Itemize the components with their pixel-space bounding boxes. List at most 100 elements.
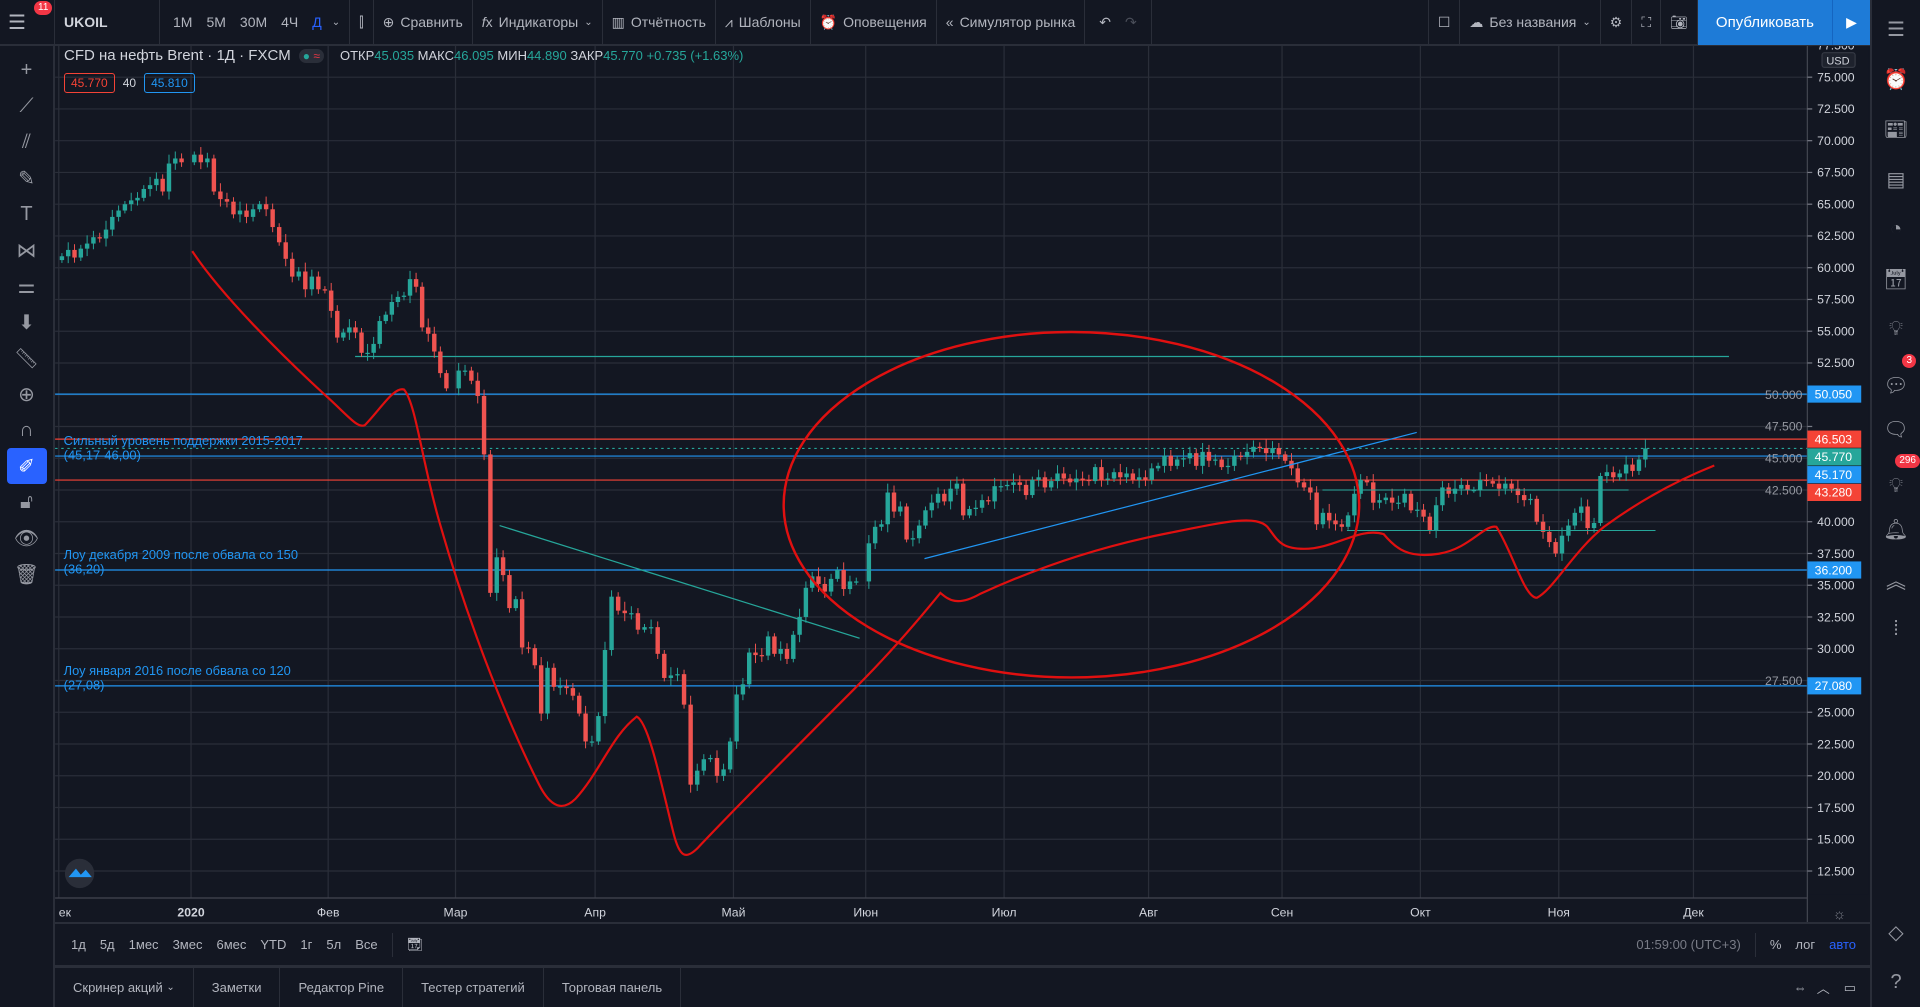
tab-notes[interactable]: Заметки: [194, 968, 281, 1007]
news-icon[interactable]: 📰︎: [1883, 118, 1909, 141]
sell-button[interactable]: 45.770: [64, 73, 115, 93]
chevron-up-icon[interactable]: ︿: [1816, 981, 1830, 996]
candle: [772, 636, 777, 654]
alerts-button[interactable]: ⏰ Оповещения: [811, 0, 937, 45]
hotlist-icon[interactable]: ◔: [1889, 217, 1903, 240]
range-1d[interactable]: 1д: [71, 937, 86, 952]
candle: [135, 197, 140, 201]
range-3m[interactable]: 3мес: [172, 937, 203, 952]
arrow-down-icon[interactable]: ⬇: [18, 311, 35, 334]
prediction-icon[interactable]: ⚌: [17, 275, 36, 298]
text-icon[interactable]: T: [20, 202, 33, 225]
range-5d[interactable]: 5д: [99, 937, 115, 952]
candle: [545, 667, 550, 714]
layout-button[interactable]: ☐: [1427, 0, 1461, 45]
streams-icon[interactable]: 💡︎ 296: [1876, 454, 1920, 504]
candle: [635, 613, 641, 630]
settings-button[interactable]: ⚙: [1601, 0, 1633, 45]
collapse-icon[interactable]: ︽: [1886, 570, 1906, 593]
chevron-down-icon[interactable]: ⌄: [331, 16, 341, 28]
snapshot-button[interactable]: 📷︎: [1661, 0, 1698, 45]
timeframe-30m[interactable]: 30М: [239, 14, 268, 30]
candle: [283, 242, 288, 259]
annotation-text: Лоу декабря 2009 после обвала со 150: [64, 547, 298, 562]
candle: [1155, 465, 1161, 469]
candle: [1471, 489, 1477, 492]
data-window-icon[interactable]: ▤: [1886, 168, 1906, 191]
candle: [78, 248, 84, 258]
teal-trend-line[interactable]: [499, 524, 860, 639]
eye-icon[interactable]: 👁︎: [13, 527, 40, 550]
lock-icon[interactable]: 🔓︎: [20, 490, 33, 513]
time-axis[interactable]: ек 2020 Фев Мар Апр Май Июн Июл Авг Сен Окт Ноя Дек: [59, 905, 1705, 919]
watchlist-icon[interactable]: ☰: [1887, 18, 1905, 41]
range-1m[interactable]: 1мес: [128, 937, 159, 952]
crosshair-icon[interactable]: +: [20, 58, 33, 81]
messages-icon[interactable]: 🗨︎: [1883, 418, 1909, 441]
red-freehand-drawing[interactable]: [191, 250, 1715, 857]
range-ytd[interactable]: YTD: [260, 937, 287, 952]
undo-icon[interactable]: ↶: [1099, 13, 1111, 30]
buy-button[interactable]: 45.810: [144, 73, 195, 93]
pattern-icon[interactable]: ⋈: [16, 239, 37, 262]
timeframe-1d[interactable]: Д: [312, 14, 322, 30]
alarm-clock-icon[interactable]: ⏰: [1883, 68, 1909, 91]
bell-icon[interactable]: 🔔︎: [1883, 518, 1909, 541]
calendar-icon[interactable]: 📅︎: [1883, 268, 1909, 291]
maximize-panel-icon[interactable]: ▭: [1843, 979, 1856, 995]
log-toggle[interactable]: лог: [1795, 937, 1816, 952]
candle: [854, 581, 859, 583]
candle: [1314, 492, 1319, 525]
blue-trend-line[interactable]: [924, 431, 1417, 560]
fullscreen-button[interactable]: ⛶: [1632, 0, 1662, 45]
tab-stock-screener[interactable]: Скринер акций ⌄: [55, 968, 194, 1007]
zoom-in-icon[interactable]: ⊕: [18, 383, 35, 406]
auto-toggle[interactable]: авто: [1829, 937, 1856, 952]
symbol-search[interactable]: UKOIL: [55, 0, 160, 45]
menu-button[interactable]: ☰ 11: [0, 0, 55, 45]
tab-trading-panel[interactable]: Торговая панель: [544, 968, 682, 1007]
percent-toggle[interactable]: %: [1769, 937, 1782, 952]
dom-icon[interactable]: ⁞: [1893, 617, 1899, 640]
publish-video-button[interactable]: ▶: [1832, 0, 1870, 45]
indicators-button[interactable]: fx Индикаторы ⌄: [473, 0, 603, 45]
templates-icon: ⩘: [724, 13, 733, 30]
resize-handle-icon[interactable]: ⇔: [1793, 980, 1807, 995]
timeframe-5m[interactable]: 5М: [206, 14, 226, 30]
tab-pine-editor[interactable]: Редактор Pine: [280, 968, 404, 1007]
go-to-date-icon[interactable]: 📆︎: [406, 936, 424, 952]
brush-icon[interactable]: ✎: [18, 167, 35, 190]
templates-button[interactable]: ⩘ Шаблоны: [716, 0, 811, 45]
chart-type-button[interactable]: ⫿: [350, 0, 374, 45]
tab-strategy-tester[interactable]: Тестер стратегий: [403, 968, 544, 1007]
clock[interactable]: 01:59:00 (UTC+3): [1636, 937, 1741, 952]
fib-icon[interactable]: ⫽: [22, 130, 31, 153]
range-6m[interactable]: 6мес: [216, 937, 247, 952]
publish-button[interactable]: Опубликовать: [1697, 0, 1832, 45]
axis-settings-icon[interactable]: ☼: [1832, 907, 1845, 923]
timeframe-1m[interactable]: 1М: [173, 14, 193, 30]
timeframe-4h[interactable]: 4Ч: [281, 14, 299, 30]
replay-button[interactable]: « Симулятор рынка: [937, 0, 1086, 45]
price-tag-label: 45.170: [1815, 468, 1853, 482]
layers-icon[interactable]: ◇: [1888, 921, 1904, 944]
financials-button[interactable]: ▥ Отчётность: [603, 0, 716, 45]
magnet-icon[interactable]: ∩: [19, 418, 34, 441]
ideas-icon[interactable]: 💡︎: [1889, 317, 1903, 340]
red-ellipse-drawing[interactable]: [782, 330, 1361, 679]
range-5y[interactable]: 5л: [326, 937, 342, 952]
price-axis[interactable]: 77.50075.00072.50070.00067.50065.00062.5…: [1765, 39, 1862, 879]
help-icon[interactable]: ?: [1890, 970, 1902, 993]
ruler-icon[interactable]: 📏︎: [13, 347, 40, 370]
trend-line-icon[interactable]: ⟋: [19, 94, 34, 117]
range-1y[interactable]: 1г: [300, 937, 313, 952]
trash-icon[interactable]: 🗑︎: [13, 563, 40, 586]
layout-name-button[interactable]: ☁ Без названия ⌄: [1460, 0, 1601, 45]
compare-button[interactable]: ⊕ Сравнить: [374, 0, 473, 45]
stay-in-drawing-mode-icon[interactable]: ✐: [6, 448, 47, 484]
candle: [765, 636, 771, 656]
chats-icon[interactable]: 💬︎ 3: [1876, 354, 1916, 404]
redo-icon[interactable]: ↷: [1124, 13, 1137, 30]
range-all[interactable]: Все: [355, 937, 378, 952]
